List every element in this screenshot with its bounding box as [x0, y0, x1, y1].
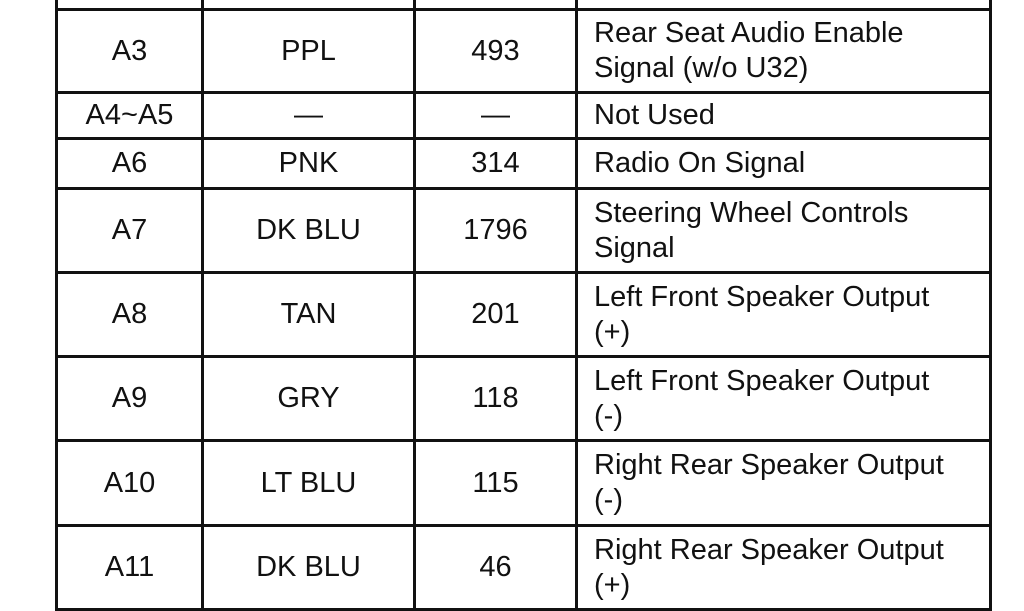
wire-color-cell: TAN: [201, 271, 416, 358]
wire-color-cell: [201, 0, 416, 11]
wire-color-cell: —: [201, 91, 416, 140]
wire-color-cell: PPL: [201, 8, 416, 94]
pin-cell: A7: [55, 187, 204, 274]
table-row: A7 DK BLU 1796 Steering Wheel Controls Sign…: [55, 187, 992, 274]
table-row: A10 LT BLU 115 Right Rear Speaker Output (-…: [55, 439, 992, 527]
table-row: A8 TAN 201 Left Front Speaker Output (+): [55, 271, 992, 358]
function-cell: [575, 0, 992, 11]
pin-cell: A3: [55, 8, 204, 94]
pin-cell: A4~A5: [55, 91, 204, 140]
wire-color-cell: LT BLU: [201, 439, 416, 527]
circuit-number-cell: 115: [413, 439, 578, 527]
connector-pinout-table: A3 PPL 493 Rear Seat Audio Enable Signal (w…: [55, 0, 992, 611]
pin-cell: A6: [55, 137, 204, 190]
circuit-number-cell: 1796: [413, 187, 578, 274]
circuit-number-cell: —: [413, 91, 578, 140]
wire-color-cell: PNK: [201, 137, 416, 190]
function-cell: Right Rear Speaker Output (+): [575, 524, 992, 611]
function-cell: Steering Wheel Controls Signal: [575, 187, 992, 274]
table-row: [55, 0, 992, 11]
wire-color-cell: DK BLU: [201, 524, 416, 611]
table-row: A9 GRY 118 Left Front Speaker Output (-): [55, 355, 992, 442]
function-cell: Left Front Speaker Output (-): [575, 355, 992, 442]
pin-cell: A9: [55, 355, 204, 442]
function-cell: Not Used: [575, 91, 992, 140]
circuit-number-cell: 314: [413, 137, 578, 190]
function-cell: Left Front Speaker Output (+): [575, 271, 992, 358]
function-cell: Radio On Signal: [575, 137, 992, 190]
circuit-number-cell: 46: [413, 524, 578, 611]
pin-cell: A11: [55, 524, 204, 611]
table-row: A11 DK BLU 46 Right Rear Speaker Output (+): [55, 524, 992, 611]
pin-cell: A8: [55, 271, 204, 358]
pin-cell: [55, 0, 204, 11]
function-cell: Right Rear Speaker Output (-): [575, 439, 992, 527]
table-row: A4~A5— — Not Used: [55, 91, 992, 140]
circuit-number-cell: 118: [413, 355, 578, 442]
circuit-number-cell: 493: [413, 8, 578, 94]
circuit-number-cell: [413, 0, 578, 11]
circuit-number-cell: 201: [413, 271, 578, 358]
wire-color-cell: DK BLU: [201, 187, 416, 274]
pin-cell: A10: [55, 439, 204, 527]
function-cell: Rear Seat Audio Enable Signal (w/o U32): [575, 8, 992, 94]
wire-color-cell: GRY: [201, 355, 416, 442]
table-row: A6 PNK 314 Radio On Signal: [55, 137, 992, 190]
table-row: A3 PPL 493 Rear Seat Audio Enable Signal (w…: [55, 8, 992, 94]
